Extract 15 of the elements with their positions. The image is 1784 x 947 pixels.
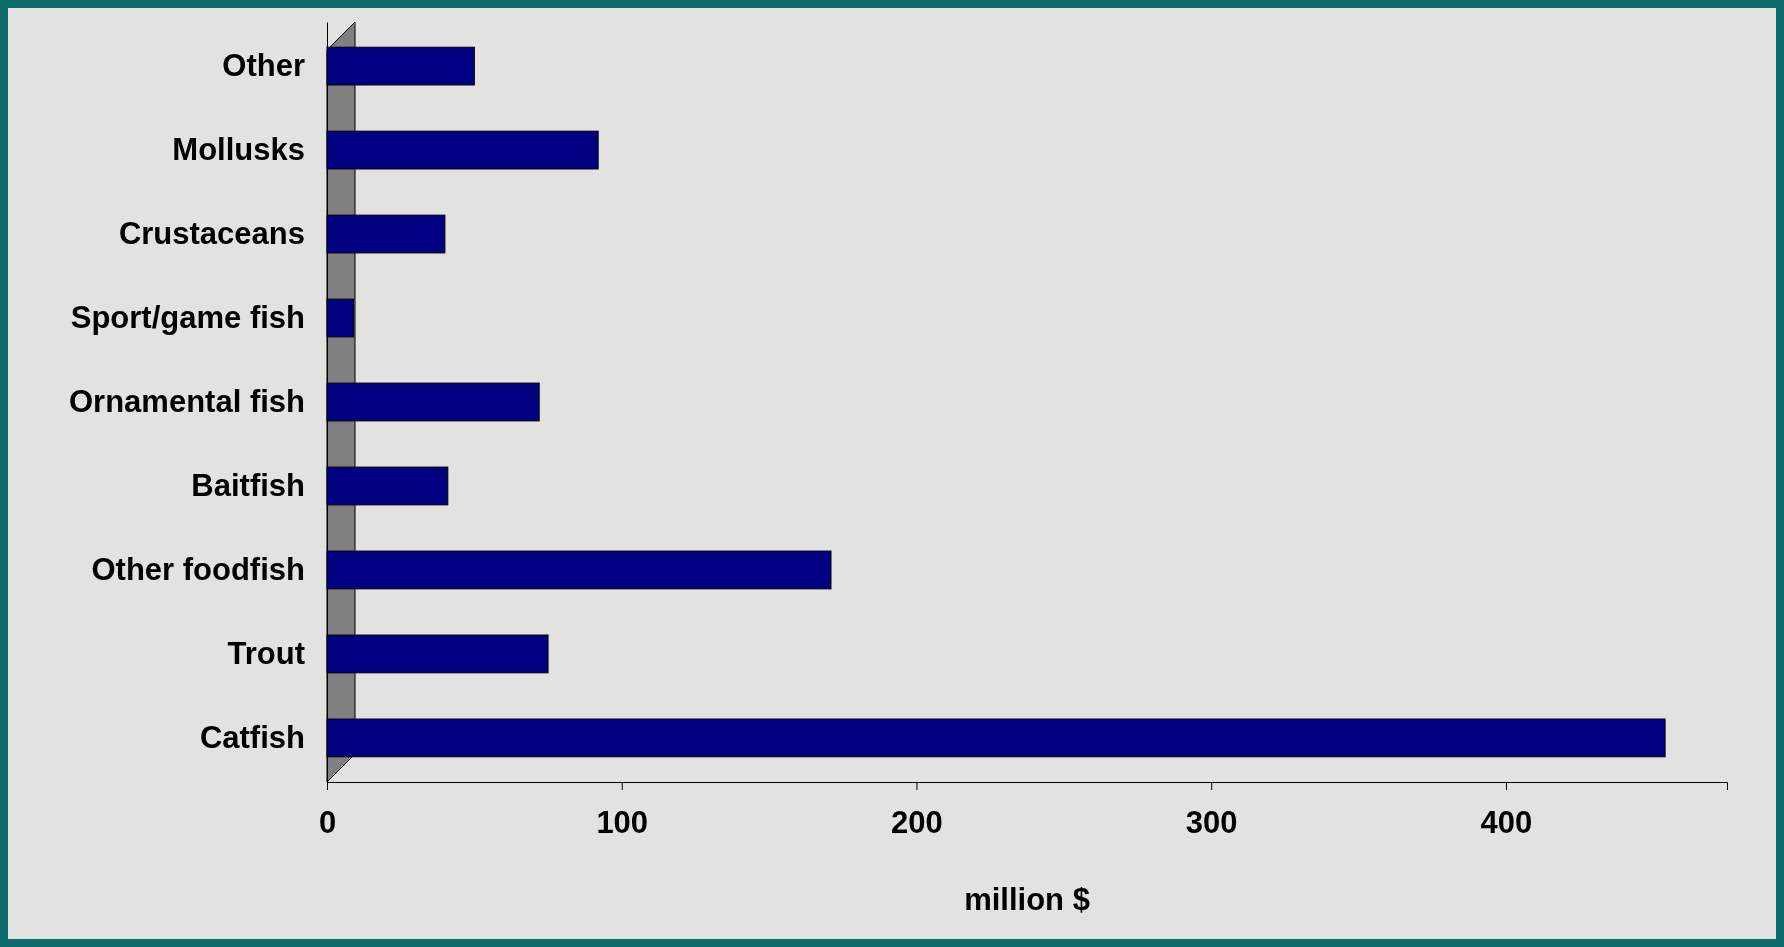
x-tick-label: 400 [1480, 805, 1533, 841]
x-tick-label: 0 [318, 805, 337, 841]
y-tick-label: Ornamental fish [69, 383, 305, 419]
x-tick-label: 200 [891, 805, 943, 841]
y-tick-label: Other foodfish [91, 551, 305, 587]
x-tick-label: 100 [596, 805, 649, 841]
y-tick-label: Crustaceans [118, 215, 305, 251]
x-axis-title: million $ [964, 882, 1090, 917]
y-tick-label: Baitfish [191, 467, 305, 503]
y-tick-label: Other [222, 48, 305, 84]
y-tick-label: Sport/game fish [70, 299, 305, 335]
y-tick-label: Catfish [199, 719, 305, 755]
y-tick-label: Trout [227, 635, 305, 671]
y-tick-label: Mollusks [172, 131, 305, 167]
x-tick-label: 300 [1185, 805, 1238, 841]
